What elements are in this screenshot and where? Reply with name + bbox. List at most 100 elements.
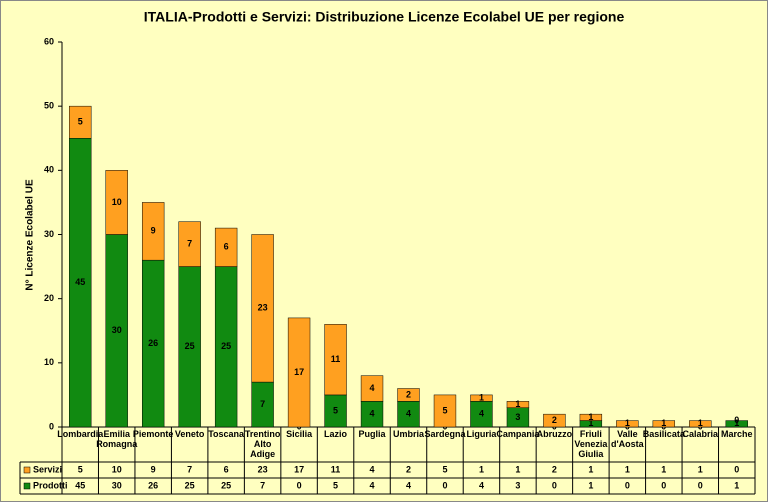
table-value: 5	[333, 480, 338, 490]
table-value: 0	[698, 480, 703, 490]
table-value: 4	[370, 480, 375, 490]
x-tick-label: Toscana	[208, 429, 245, 439]
data-label: 9	[151, 226, 156, 236]
bar-segment	[652, 420, 676, 428]
data-label: 23	[258, 303, 268, 313]
table-value: 1	[734, 480, 739, 490]
data-label: 5	[442, 405, 447, 415]
bar-segment	[324, 324, 347, 396]
bar-segment	[397, 388, 420, 402]
x-tick-label: Valle d'Aosta	[611, 429, 645, 449]
data-label: 25	[185, 341, 195, 351]
data-label: 1	[479, 393, 484, 403]
x-tick-label: Campania	[496, 429, 540, 439]
bar-segment	[251, 234, 274, 383]
table-value: 0	[625, 480, 630, 490]
data-label: 45	[75, 277, 85, 287]
legend-label: Servizi	[33, 464, 62, 474]
table-value: 1	[479, 464, 484, 474]
data-label: 11	[331, 354, 341, 364]
bar-segment	[725, 420, 748, 428]
data-label: 5	[333, 405, 338, 415]
y-tick-label: 60	[44, 36, 54, 46]
table-value: 17	[294, 464, 304, 474]
table-value: 1	[588, 480, 593, 490]
table-value: 4	[370, 464, 375, 474]
data-label: 3	[515, 412, 520, 422]
bar-segment	[506, 401, 530, 409]
data-label: 7	[187, 239, 192, 249]
table-value: 2	[406, 464, 411, 474]
x-tick-label: Friuli Venezia Giulia	[574, 429, 608, 459]
data-label: 10	[112, 197, 122, 207]
data-label: 7	[260, 399, 265, 409]
y-tick-label: 50	[44, 101, 54, 111]
data-label: 30	[112, 325, 122, 335]
bar-segment	[141, 202, 165, 261]
table-value: 11	[331, 464, 341, 474]
data-label: 2	[552, 415, 557, 425]
y-tick-label: 30	[44, 229, 54, 239]
y-tick-label: 40	[44, 165, 54, 175]
bar-segment	[105, 170, 128, 235]
x-tick-label: Sicilia	[286, 429, 313, 439]
x-tick-label: Abruzzo	[537, 429, 573, 439]
bar-segment	[178, 221, 201, 267]
legend-label: Prodotti	[33, 480, 68, 490]
data-label: 4	[406, 409, 411, 419]
y-tick-label: 0	[49, 421, 54, 431]
table-value: 23	[258, 464, 268, 474]
bar-segment	[69, 105, 92, 139]
table-value: 26	[148, 480, 158, 490]
table-value: 5	[442, 464, 447, 474]
data-label: 1	[588, 418, 593, 428]
bar-segment	[616, 420, 639, 428]
data-label: 4	[370, 409, 375, 419]
x-tick-label: Lombardia	[57, 429, 104, 439]
data-label: 5	[78, 117, 83, 127]
x-tick-label: Puglia	[359, 429, 387, 439]
table-value: 9	[151, 464, 156, 474]
x-tick-label: Marche	[721, 429, 753, 439]
legend-key	[23, 466, 31, 474]
table-value: 0	[297, 480, 302, 490]
bar-segment	[543, 413, 566, 428]
bar-segment	[360, 375, 384, 402]
table-value: 7	[260, 480, 265, 490]
data-label: 1	[515, 399, 520, 409]
legend-key	[23, 482, 31, 490]
chart-title: ITALIA-Prodotti e Servizi: Distribuzione…	[144, 9, 625, 25]
data-label: 1	[734, 418, 739, 428]
table-value: 0	[734, 464, 739, 474]
data-label: 2	[406, 389, 411, 399]
bar-segment	[579, 413, 603, 421]
table-value: 10	[112, 464, 122, 474]
table-value: 1	[588, 464, 593, 474]
data-label: 1	[625, 418, 630, 428]
table-value: 1	[698, 464, 703, 474]
data-label: 4	[370, 383, 375, 393]
x-tick-label: Basilicata	[643, 429, 686, 439]
x-tick-label: Trentino Alto Adige	[245, 429, 281, 459]
table-value: 1	[661, 464, 666, 474]
bar-segment	[470, 394, 493, 402]
data-label: 17	[294, 367, 304, 377]
y-axis-title: N° Licenze Ecolabel UE	[25, 179, 36, 291]
table-value: 3	[515, 480, 520, 490]
y-tick-label: 10	[44, 357, 54, 367]
table-value: 45	[75, 480, 85, 490]
table-value: 4	[479, 480, 484, 490]
table-value: 4	[406, 480, 411, 490]
data-label: 0	[734, 415, 739, 425]
table-value: 1	[515, 464, 520, 474]
table-value: 1	[625, 464, 630, 474]
x-tick-label: Sardegna	[424, 429, 466, 439]
table-value: 6	[224, 464, 229, 474]
table-value: 25	[185, 480, 195, 490]
bar-segment	[287, 317, 311, 428]
bar-segment	[689, 420, 712, 428]
bar-segment	[214, 227, 238, 267]
